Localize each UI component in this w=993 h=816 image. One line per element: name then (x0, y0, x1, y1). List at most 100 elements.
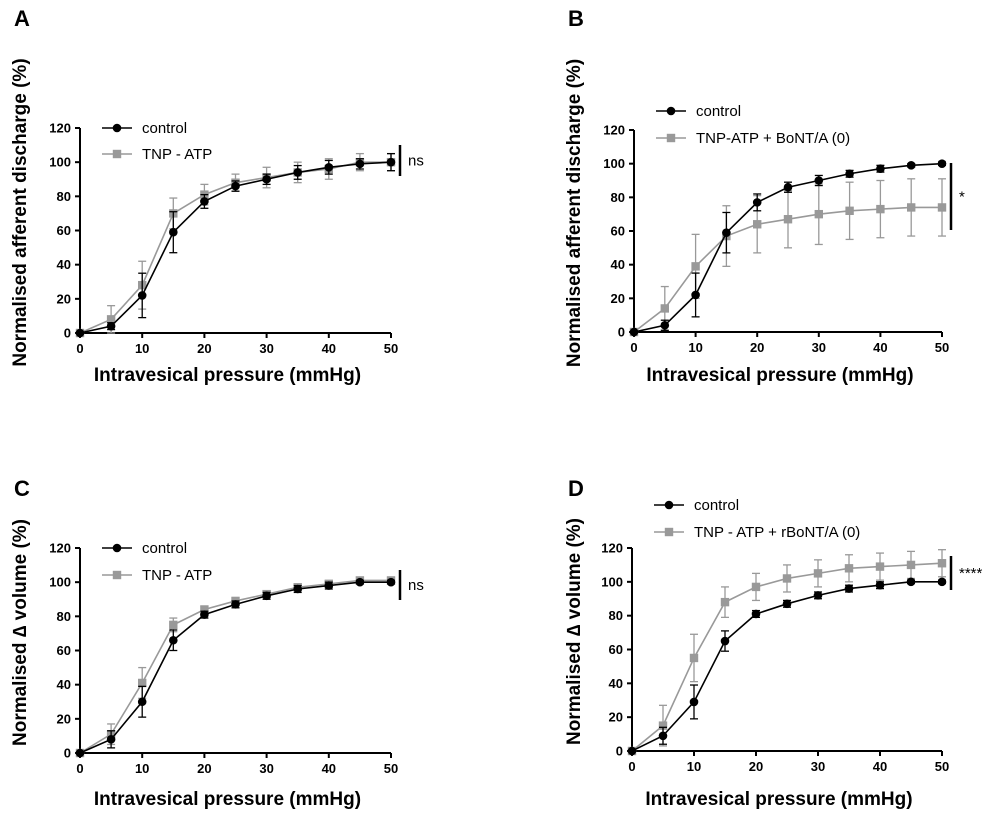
data-point (906, 560, 916, 570)
data-point (753, 220, 762, 229)
panel-letter: B (568, 6, 584, 31)
data-point (324, 162, 334, 172)
x-tick-label: 30 (259, 341, 273, 356)
y-tick-label: 40 (611, 257, 625, 272)
data-point (937, 577, 947, 587)
legend-marker (664, 527, 674, 537)
y-tick-label: 20 (611, 291, 625, 306)
data-point (845, 169, 854, 179)
y-tick-label: 40 (57, 257, 71, 272)
data-point (844, 584, 854, 593)
significance-label: ns (408, 577, 424, 594)
legend-marker (112, 570, 122, 580)
data-point (262, 591, 271, 601)
data-point (137, 291, 147, 300)
data-point (937, 203, 947, 212)
y-tick-label: 60 (57, 223, 71, 238)
series-control (627, 577, 947, 756)
x-tick-label: 20 (750, 340, 764, 355)
x-tick-label: 30 (811, 759, 825, 774)
significance-label: ns (408, 153, 424, 170)
legend-label: TNP - ATP + rBoNT/A (0) (694, 524, 860, 541)
data-point (907, 203, 916, 212)
y-tick-label: 120 (603, 123, 625, 138)
y-tick-label: 120 (49, 121, 71, 136)
x-tick-label: 0 (76, 761, 83, 776)
x-tick-label: 10 (688, 340, 702, 355)
data-point (75, 748, 85, 758)
data-point (813, 569, 823, 578)
legend-marker (664, 500, 674, 510)
series-treatment (629, 178, 947, 337)
x-tick-label: 40 (322, 341, 336, 356)
x-tick-label: 30 (259, 761, 273, 776)
data-point (169, 620, 178, 630)
legend-label: TNP - ATP (142, 146, 212, 163)
data-point (875, 562, 885, 571)
y-tick-label: 100 (49, 155, 71, 170)
y-axis-title: Normalised afferent discharge (%) (10, 58, 31, 366)
y-tick-label: 0 (64, 326, 71, 341)
y-tick-label: 20 (57, 291, 71, 306)
y-tick-label: 100 (601, 574, 623, 589)
data-point (876, 204, 885, 214)
panel-c: C 0 20 40 60 80 100 120 0 10 20 30 40 50 Intravesical … (10, 476, 424, 810)
series-control (75, 577, 396, 758)
panel-letter: A (14, 6, 30, 31)
legend-marker (112, 123, 122, 133)
y-axis-title: Normalised ∆ volume (%) (10, 519, 31, 746)
data-point (200, 605, 209, 614)
data-point (937, 159, 947, 168)
data-point (231, 600, 240, 609)
data-point (814, 176, 824, 185)
y-tick-label: 0 (64, 746, 71, 761)
data-point (689, 697, 699, 707)
panel-a: A 0 20 40 60 80 100 120 0 10 20 30 40 50 Intravesical … (10, 6, 424, 386)
y-tick-label: 0 (616, 744, 623, 759)
x-tick-label: 20 (749, 759, 763, 774)
data-point (689, 653, 699, 663)
data-point (845, 206, 854, 215)
data-point (783, 215, 793, 224)
x-tick-label: 0 (628, 759, 635, 774)
x-tick-label: 0 (630, 340, 637, 355)
y-tick-label: 40 (57, 677, 71, 692)
data-point (293, 168, 303, 177)
y-tick-label: 0 (618, 325, 625, 340)
x-tick-label: 10 (135, 341, 149, 356)
legend-marker (112, 149, 122, 159)
x-axis-title: Intravesical pressure (mmHg) (645, 789, 912, 810)
data-point (720, 597, 730, 607)
significance-label: * (959, 189, 965, 206)
data-point (627, 746, 637, 756)
x-tick-label: 40 (873, 759, 887, 774)
y-tick-label: 20 (57, 711, 71, 726)
legend-marker (666, 133, 676, 143)
x-axis-title: Intravesical pressure (mmHg) (94, 789, 361, 810)
data-point (906, 577, 916, 587)
legend-label: TNP - ATP (142, 567, 212, 584)
x-tick-label: 50 (935, 759, 949, 774)
x-tick-label: 40 (873, 340, 887, 355)
x-tick-label: 0 (76, 341, 83, 356)
panel-letter: C (14, 476, 30, 501)
x-tick-label: 10 (687, 759, 701, 774)
data-point (875, 580, 885, 590)
y-tick-label: 120 (601, 541, 623, 556)
data-point (783, 182, 793, 192)
data-point (106, 321, 116, 331)
y-tick-label: 120 (49, 541, 71, 556)
data-point (200, 610, 209, 619)
y-tick-label: 80 (609, 608, 623, 623)
data-point (106, 315, 116, 324)
y-tick-label: 100 (603, 156, 625, 171)
significance-label: **** (959, 565, 983, 582)
series-control (75, 152, 396, 338)
data-point (660, 320, 670, 330)
series-treatment (627, 549, 947, 756)
data-point (293, 584, 303, 594)
data-point (751, 609, 761, 619)
data-point (751, 582, 761, 592)
panel-letter: D (568, 476, 584, 501)
y-tick-label: 60 (611, 224, 625, 239)
